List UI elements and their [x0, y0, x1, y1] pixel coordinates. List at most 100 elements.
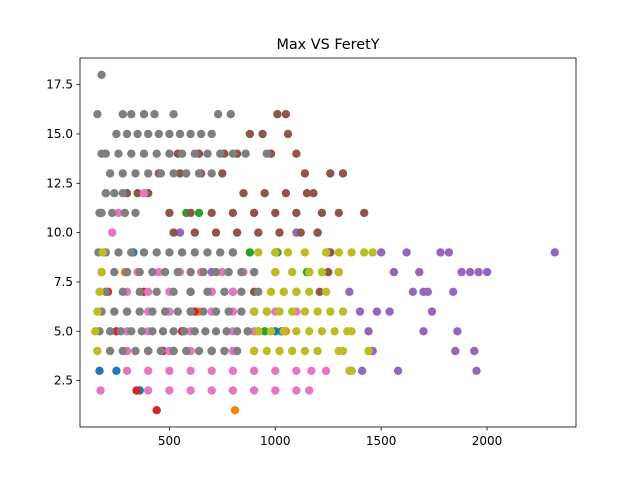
data-point: [241, 149, 250, 158]
data-point: [292, 327, 301, 336]
y-tick-label: 7.5: [54, 275, 73, 289]
data-point: [266, 327, 276, 336]
data-point: [105, 346, 115, 356]
chart-title: Max VS FeretY: [276, 37, 379, 53]
data-point: [169, 346, 178, 356]
data-point: [334, 248, 343, 257]
data-point: [377, 248, 386, 257]
y-tick-label: 2.5: [54, 374, 73, 388]
data-point: [292, 208, 301, 218]
data-point: [182, 346, 191, 356]
data-point: [389, 267, 399, 277]
data-point: [271, 208, 280, 218]
data-point: [194, 346, 204, 356]
data-point: [175, 228, 185, 237]
data-point: [228, 149, 238, 158]
data-point: [144, 169, 153, 178]
x-tick-label: 2000: [472, 434, 503, 448]
data-point: [186, 366, 195, 375]
data-point: [218, 169, 227, 178]
data-point: [158, 327, 168, 336]
data-point: [305, 267, 314, 277]
data-point: [334, 267, 343, 277]
data-point: [313, 307, 322, 316]
data-point: [207, 129, 216, 139]
data-point: [118, 169, 128, 178]
data-point: [203, 287, 212, 296]
data-point: [216, 248, 225, 257]
data-point: [110, 267, 119, 277]
y-tick-label: 10.0: [46, 226, 73, 240]
data-point: [122, 307, 132, 316]
data-point: [169, 287, 178, 296]
data-point: [207, 346, 216, 356]
data-point: [393, 366, 403, 375]
data-point: [139, 189, 149, 198]
data-point: [169, 327, 178, 336]
data-point: [144, 346, 153, 356]
y-tick-label: 15.0: [46, 127, 73, 141]
data-point: [307, 366, 316, 375]
data-point: [165, 366, 174, 375]
data-point: [127, 248, 136, 257]
data-point: [199, 267, 208, 277]
data-point: [165, 208, 174, 218]
data-point: [199, 307, 208, 316]
data-point: [279, 287, 288, 296]
data-point: [116, 327, 125, 336]
data-point: [203, 149, 212, 158]
data-point: [474, 267, 483, 277]
data-point: [279, 327, 288, 336]
data-point: [220, 287, 229, 296]
data-point: [372, 307, 382, 316]
data-point: [249, 208, 259, 218]
data-point: [154, 129, 163, 139]
x-tick-label: 500: [158, 434, 181, 448]
data-point: [105, 327, 115, 336]
data-point: [324, 267, 333, 277]
y-axis: 2.5 5.0 7.5 10.0 12.5 15.0 17.5: [46, 78, 80, 388]
data-point: [190, 228, 199, 237]
data-point: [300, 169, 310, 178]
data-point: [305, 386, 314, 395]
data-point: [118, 346, 128, 356]
data-point: [281, 110, 291, 119]
data-point: [482, 267, 492, 277]
data-point: [186, 129, 195, 139]
data-point: [201, 327, 210, 336]
data-point: [144, 287, 153, 296]
y-tick-label: 17.5: [46, 78, 73, 92]
data-point: [338, 169, 348, 178]
y-tick-label: 5.0: [54, 324, 73, 338]
data-point: [108, 228, 117, 237]
data-point: [203, 248, 212, 257]
data-point: [260, 327, 269, 336]
data-point: [254, 327, 263, 336]
data-point: [245, 248, 255, 257]
data-point: [292, 287, 301, 296]
data-point: [139, 149, 149, 158]
data-point: [254, 228, 263, 237]
data-point: [118, 189, 128, 198]
data-point: [156, 169, 166, 178]
data-point: [271, 267, 280, 277]
data-point: [135, 287, 144, 296]
data-point: [226, 110, 235, 119]
data-point: [260, 189, 269, 198]
data-point: [165, 386, 174, 395]
data-point: [457, 267, 466, 277]
data-point: [237, 307, 246, 316]
data-point: [228, 208, 238, 218]
data-point: [207, 366, 216, 375]
data-point: [97, 267, 106, 277]
data-point: [313, 346, 322, 356]
data-point: [360, 248, 369, 257]
data-point: [315, 287, 324, 296]
data-point: [110, 189, 119, 198]
data-point: [91, 327, 100, 336]
data-point: [112, 366, 121, 375]
data-point: [165, 149, 174, 158]
data-point: [211, 327, 221, 336]
data-point: [334, 208, 343, 218]
data-point: [144, 366, 153, 375]
